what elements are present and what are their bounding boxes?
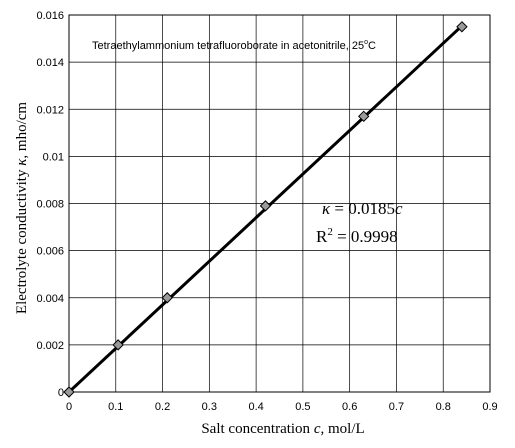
y-tick-label: 0.002 [36,340,64,352]
data-point-marker [63,386,75,398]
y-tick-label: 0.014 [36,57,64,69]
x-tick-label: 0.2 [155,401,170,413]
y-tick-label: 0.012 [36,104,64,116]
x-tick-label: 0.6 [342,401,357,413]
chart-annotation: Tetraethylammonium tetrafluoroborate in … [92,39,376,52]
x-axis-title: Salt concentration c, mol/L [201,421,364,437]
x-tick-label: 0.8 [436,401,451,413]
y-tick-labels: 0 0.002 0.004 0.006 0.008 0.01 0.012 0.014 0.016 [36,10,64,399]
x-tick-label: 0.1 [108,401,123,413]
y-tick-label: 0.004 [36,293,64,305]
data-point-marker [161,292,173,304]
y-tick-label: 0 [58,387,64,399]
data-point-marker [112,339,124,351]
fit-equation: κ = 0.0185c [322,199,403,218]
x-tick-label: 0.7 [389,401,404,413]
data-point-marker [456,21,468,33]
y-axis-title: Electrolyte conductivity κ, mho/cm [14,102,30,314]
x-tick-label: 0.3 [202,401,217,413]
r-squared: R2 = 0.9998 [316,226,398,246]
data-point-marker [357,110,370,123]
x-tick-label: 0.9 [482,401,497,413]
x-tick-labels: 0 0.1 0.2 0.3 0.4 0.5 0.6 0.7 0.8 0.9 [66,401,498,413]
y-tick-label: 0.008 [36,199,64,211]
x-tick-label: 0.4 [248,401,263,413]
y-tick-label: 0.006 [36,246,64,258]
grid-lines [69,15,490,392]
data-point-marker [259,200,272,212]
y-tick-label: 0.01 [43,151,64,163]
x-tick-label: 0 [66,401,72,413]
x-tick-label: 0.5 [295,401,310,413]
data-points [63,21,468,398]
y-tick-label: 0.016 [36,10,64,22]
